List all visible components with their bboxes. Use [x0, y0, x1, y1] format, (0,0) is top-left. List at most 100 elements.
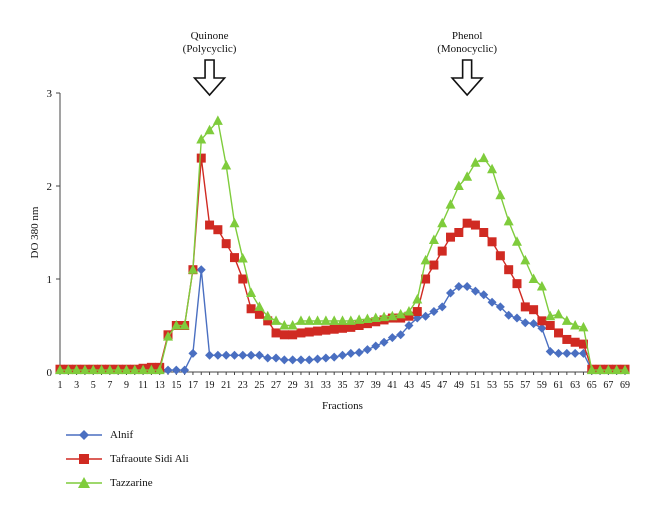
data-point	[529, 319, 539, 329]
data-point	[138, 364, 149, 375]
data-point	[545, 310, 556, 321]
x-tick-label: 15	[171, 380, 181, 391]
x-tick-label: 69	[620, 380, 630, 391]
data-point	[446, 232, 456, 242]
data-point	[578, 339, 588, 349]
data-point	[279, 330, 289, 340]
y-tick-label: 2	[47, 181, 53, 193]
data-point	[429, 307, 439, 317]
annotation-arrow	[192, 59, 227, 97]
x-tick-label: 13	[155, 380, 165, 391]
x-tick-label: 31	[304, 380, 314, 391]
data-point	[288, 330, 298, 340]
data-point	[254, 350, 264, 360]
x-tick-label: 25	[254, 380, 264, 391]
data-point	[462, 171, 473, 181]
series-2	[55, 115, 630, 375]
data-point	[229, 350, 239, 360]
x-axis-label: Fractions	[322, 400, 363, 412]
data-point	[238, 350, 248, 360]
data-point	[221, 350, 231, 360]
data-point	[346, 348, 356, 358]
data-point	[96, 364, 107, 375]
data-point	[271, 353, 281, 363]
series-layer	[55, 115, 630, 375]
data-point	[213, 225, 223, 235]
data-point	[221, 160, 232, 170]
x-tick-label: 27	[271, 380, 281, 391]
annotation-phenol: Phenol (Monocyclic)	[417, 30, 517, 56]
data-point	[279, 320, 290, 330]
data-point	[495, 189, 506, 200]
x-tick-label: 1	[58, 380, 63, 391]
data-point	[479, 290, 489, 300]
data-point	[313, 326, 323, 336]
data-point	[529, 305, 539, 315]
data-point	[113, 364, 124, 375]
data-point	[470, 157, 481, 167]
data-point	[445, 199, 456, 209]
data-point	[503, 215, 514, 226]
data-point	[345, 315, 356, 325]
data-point	[304, 355, 314, 365]
data-point	[63, 364, 74, 375]
y-axis-label: DO 380 nm	[29, 206, 41, 258]
data-point	[205, 350, 215, 360]
data-point	[595, 364, 606, 375]
legend-swatch-alnif	[66, 430, 102, 440]
data-point	[545, 321, 555, 330]
data-point	[554, 348, 564, 358]
data-point	[562, 334, 572, 344]
data-point	[570, 348, 580, 358]
x-tick-label: 61	[554, 380, 564, 391]
data-point	[387, 333, 397, 343]
data-point	[204, 124, 215, 135]
x-tick-label: 55	[504, 380, 514, 391]
data-point	[229, 217, 240, 228]
data-point	[196, 153, 206, 163]
data-point	[321, 325, 331, 335]
data-point	[470, 286, 480, 296]
data-point	[454, 281, 464, 291]
legend: Alnif Tafraoute Sidi Ali Tazzarine	[66, 428, 266, 498]
data-point	[487, 163, 498, 174]
x-tick-label: 67	[603, 380, 613, 391]
data-point	[511, 236, 522, 246]
data-point	[421, 274, 431, 284]
x-tick-label: 17	[188, 380, 198, 391]
data-point	[462, 218, 472, 228]
data-point	[387, 310, 398, 321]
data-point	[321, 353, 331, 363]
data-point	[437, 246, 447, 256]
data-point	[279, 355, 289, 365]
annotation-quinone: Quinone (Polycyclic)	[160, 30, 260, 56]
data-point	[428, 234, 439, 244]
data-point	[379, 337, 389, 347]
x-tick-label: 41	[387, 380, 397, 391]
data-point	[329, 352, 339, 362]
data-point	[262, 310, 273, 321]
data-point	[71, 364, 82, 375]
data-point	[362, 345, 372, 355]
y-tick-label: 0	[47, 367, 53, 379]
data-point	[437, 302, 447, 312]
data-point	[296, 328, 306, 338]
data-point	[121, 364, 132, 375]
data-point	[396, 330, 406, 340]
data-point	[212, 115, 223, 125]
data-point	[163, 331, 174, 341]
data-point	[554, 328, 564, 338]
data-point	[221, 239, 231, 249]
data-point	[254, 301, 265, 311]
data-point	[329, 324, 339, 334]
data-point	[536, 280, 547, 291]
data-point	[88, 364, 99, 375]
data-point	[586, 364, 597, 375]
data-point	[570, 320, 581, 330]
data-point	[512, 313, 522, 323]
x-tick-label: 49	[454, 380, 464, 391]
data-point	[611, 364, 622, 375]
data-point	[412, 293, 423, 304]
